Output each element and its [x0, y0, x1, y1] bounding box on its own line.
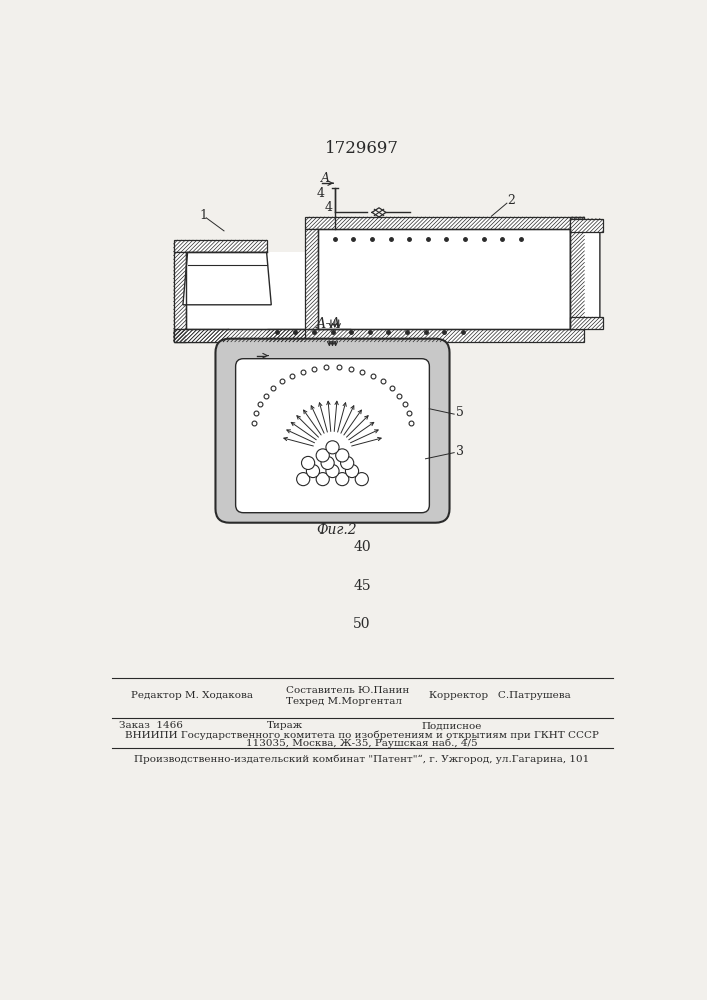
- Circle shape: [355, 473, 368, 486]
- Bar: [267, 329, 585, 342]
- Text: Тираж: Тираж: [267, 721, 303, 730]
- Text: 35: 35: [354, 502, 370, 516]
- Text: 3: 3: [457, 445, 464, 458]
- Bar: [174, 252, 186, 342]
- Bar: [174, 329, 228, 342]
- Bar: [305, 217, 585, 229]
- Bar: [186, 252, 305, 329]
- Text: A: A: [321, 172, 330, 185]
- Circle shape: [336, 449, 349, 462]
- Bar: [174, 240, 267, 252]
- Polygon shape: [183, 252, 271, 305]
- Circle shape: [346, 464, 358, 478]
- Text: 113035, Москва, Ж-35, Раушская наб., 4/5: 113035, Москва, Ж-35, Раушская наб., 4/5: [246, 738, 478, 748]
- Polygon shape: [571, 220, 600, 329]
- Bar: [571, 317, 603, 329]
- Text: ВНИИПИ Государственного комитета по изобретениям и открытиям при ГКНТ СССР: ВНИИПИ Государственного комитета по изоб…: [125, 730, 599, 740]
- Circle shape: [341, 456, 354, 470]
- Text: 40: 40: [353, 540, 370, 554]
- Bar: [571, 219, 603, 232]
- Circle shape: [297, 473, 310, 486]
- Bar: [571, 217, 585, 329]
- Text: 1729697: 1729697: [325, 140, 399, 157]
- Text: 2: 2: [507, 194, 515, 207]
- Text: Составитель Ю.Панин: Составитель Ю.Панин: [286, 686, 409, 695]
- Circle shape: [316, 449, 329, 462]
- Text: 4: 4: [251, 355, 259, 368]
- Text: A: A: [256, 344, 265, 358]
- Bar: [305, 229, 317, 329]
- Text: Корректор   С.Патрушева: Корректор С.Патрушева: [429, 691, 571, 700]
- Circle shape: [301, 456, 315, 470]
- Bar: [317, 229, 571, 329]
- Text: Техред М.Моргентал: Техред М.Моргентал: [286, 697, 402, 706]
- Text: Подписное: Подписное: [421, 721, 482, 730]
- Text: 4: 4: [317, 187, 325, 200]
- Circle shape: [321, 456, 334, 470]
- Text: 5: 5: [457, 406, 464, 419]
- Text: 50: 50: [354, 617, 370, 631]
- Bar: [174, 329, 305, 342]
- Text: 4: 4: [325, 201, 332, 214]
- Text: 45: 45: [353, 579, 370, 593]
- Text: Производственно-издательский комбинат "Патент"“, г. Ужгород, ул.Гагарина, 101: Производственно-издательский комбинат "П…: [134, 754, 590, 764]
- Text: Фиг.2: Фиг.2: [316, 523, 357, 537]
- Text: Заказ  1466: Заказ 1466: [119, 721, 183, 730]
- Text: Фиг.1: Фиг.1: [370, 346, 411, 360]
- Circle shape: [306, 464, 320, 478]
- Text: 1: 1: [199, 209, 207, 222]
- Circle shape: [336, 473, 349, 486]
- Text: А-А: А-А: [316, 317, 341, 331]
- FancyBboxPatch shape: [235, 359, 429, 513]
- Circle shape: [326, 464, 339, 478]
- FancyBboxPatch shape: [216, 339, 450, 523]
- Text: Редактор М. Ходакова: Редактор М. Ходакова: [131, 691, 253, 700]
- Circle shape: [316, 473, 329, 486]
- Circle shape: [326, 441, 339, 454]
